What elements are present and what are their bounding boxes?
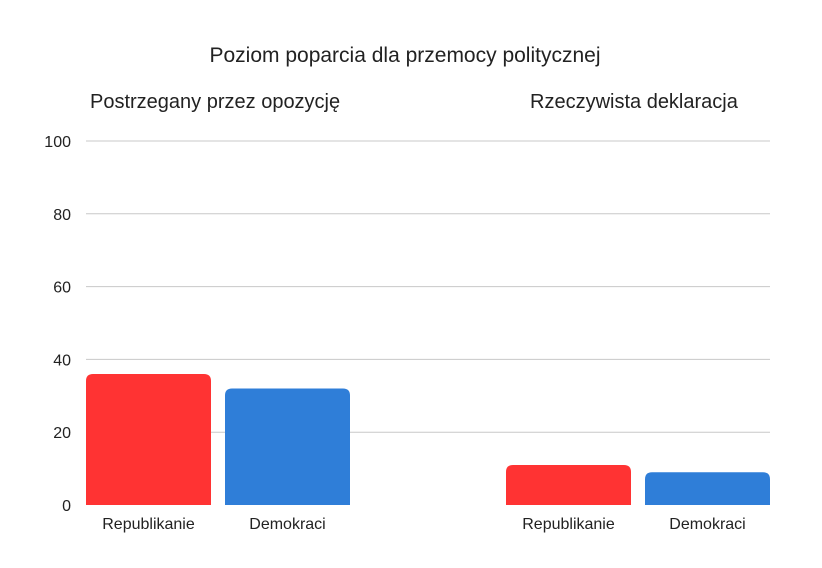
chart-title: Poziom poparcia dla przemocy politycznej: [209, 44, 600, 67]
y-tick-label-0: 0: [62, 498, 71, 515]
bar-1-republikanie: [506, 464, 631, 505]
bar-0-demokraci: [225, 388, 350, 505]
group-title-0: Postrzegany przez opozycję: [90, 91, 340, 113]
gridlines: [86, 140, 770, 433]
y-tick-label-40: 40: [53, 352, 71, 369]
y-tick-label-20: 20: [53, 425, 71, 442]
category-label-0-demokraci: Demokraci: [249, 516, 325, 533]
category-label-0-republikanie: Republikanie: [102, 516, 195, 533]
category-labels: Republikanie Demokraci Republikanie Demokra…: [102, 516, 745, 533]
y-tick-label-60: 60: [53, 280, 71, 297]
group-title-1: Rzeczywista deklaracja: [530, 91, 739, 113]
group-titles: Postrzegany przez opozycję Rzeczywista de…: [90, 91, 739, 113]
y-tick-label-80: 80: [53, 207, 71, 224]
category-label-1-demokraci: Demokraci: [669, 516, 745, 533]
y-tick-label-100: 100: [44, 134, 71, 151]
category-label-1-republikanie: Republikanie: [522, 516, 615, 533]
bars: [86, 373, 770, 505]
bar-1-demokraci: [645, 472, 770, 505]
bar-0-republikanie: [86, 373, 211, 505]
y-axis-ticks: 0 20 40 60 80 100: [44, 134, 71, 515]
